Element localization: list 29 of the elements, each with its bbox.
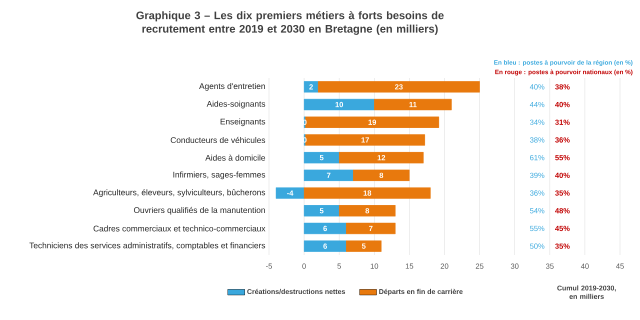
bar — [304, 222, 346, 234]
bar — [304, 187, 431, 199]
bar — [305, 134, 426, 146]
bar — [304, 240, 346, 252]
bar — [304, 98, 374, 110]
bar — [346, 222, 396, 234]
bar — [304, 152, 340, 164]
y-tick-label: Techniciens des services administratifs, comptables et financiers — [29, 242, 266, 250]
y-tick-label: Enseignants — [220, 118, 266, 126]
bar — [304, 205, 340, 216]
y-tick-label: Aides-soignants — [206, 100, 266, 108]
y-tick-label: Ouvriers qualifiés de la manutention — [134, 206, 265, 215]
bar — [318, 81, 480, 93]
y-tick-label: Cadres commerciaux et technico-commerciaux — [94, 225, 266, 232]
y-tick-label: Aides à domicile — [205, 154, 266, 161]
chart-title: Graphique 3 – Les dix premiers métiers à forts besoins de recrutement entre 2019 et 2030 en Bretagne (en milliers) — [136, 11, 444, 35]
y-tick-label: Infirmiers, sages-femmes — [173, 172, 266, 180]
bar — [339, 205, 396, 216]
y-tick-label: Agriculteurs, éleveurs, sylviculteurs, bûcherons — [93, 189, 266, 197]
bar — [374, 98, 452, 110]
y-tick-label: Agents d'entretien — [199, 83, 265, 91]
bar — [346, 240, 382, 252]
bar — [304, 170, 354, 182]
bar — [276, 187, 304, 199]
bar — [339, 152, 424, 164]
bar — [304, 81, 318, 93]
bar — [305, 116, 440, 128]
y-tick-label: Conducteurs de véhicules — [170, 136, 266, 144]
bar — [353, 170, 410, 182]
